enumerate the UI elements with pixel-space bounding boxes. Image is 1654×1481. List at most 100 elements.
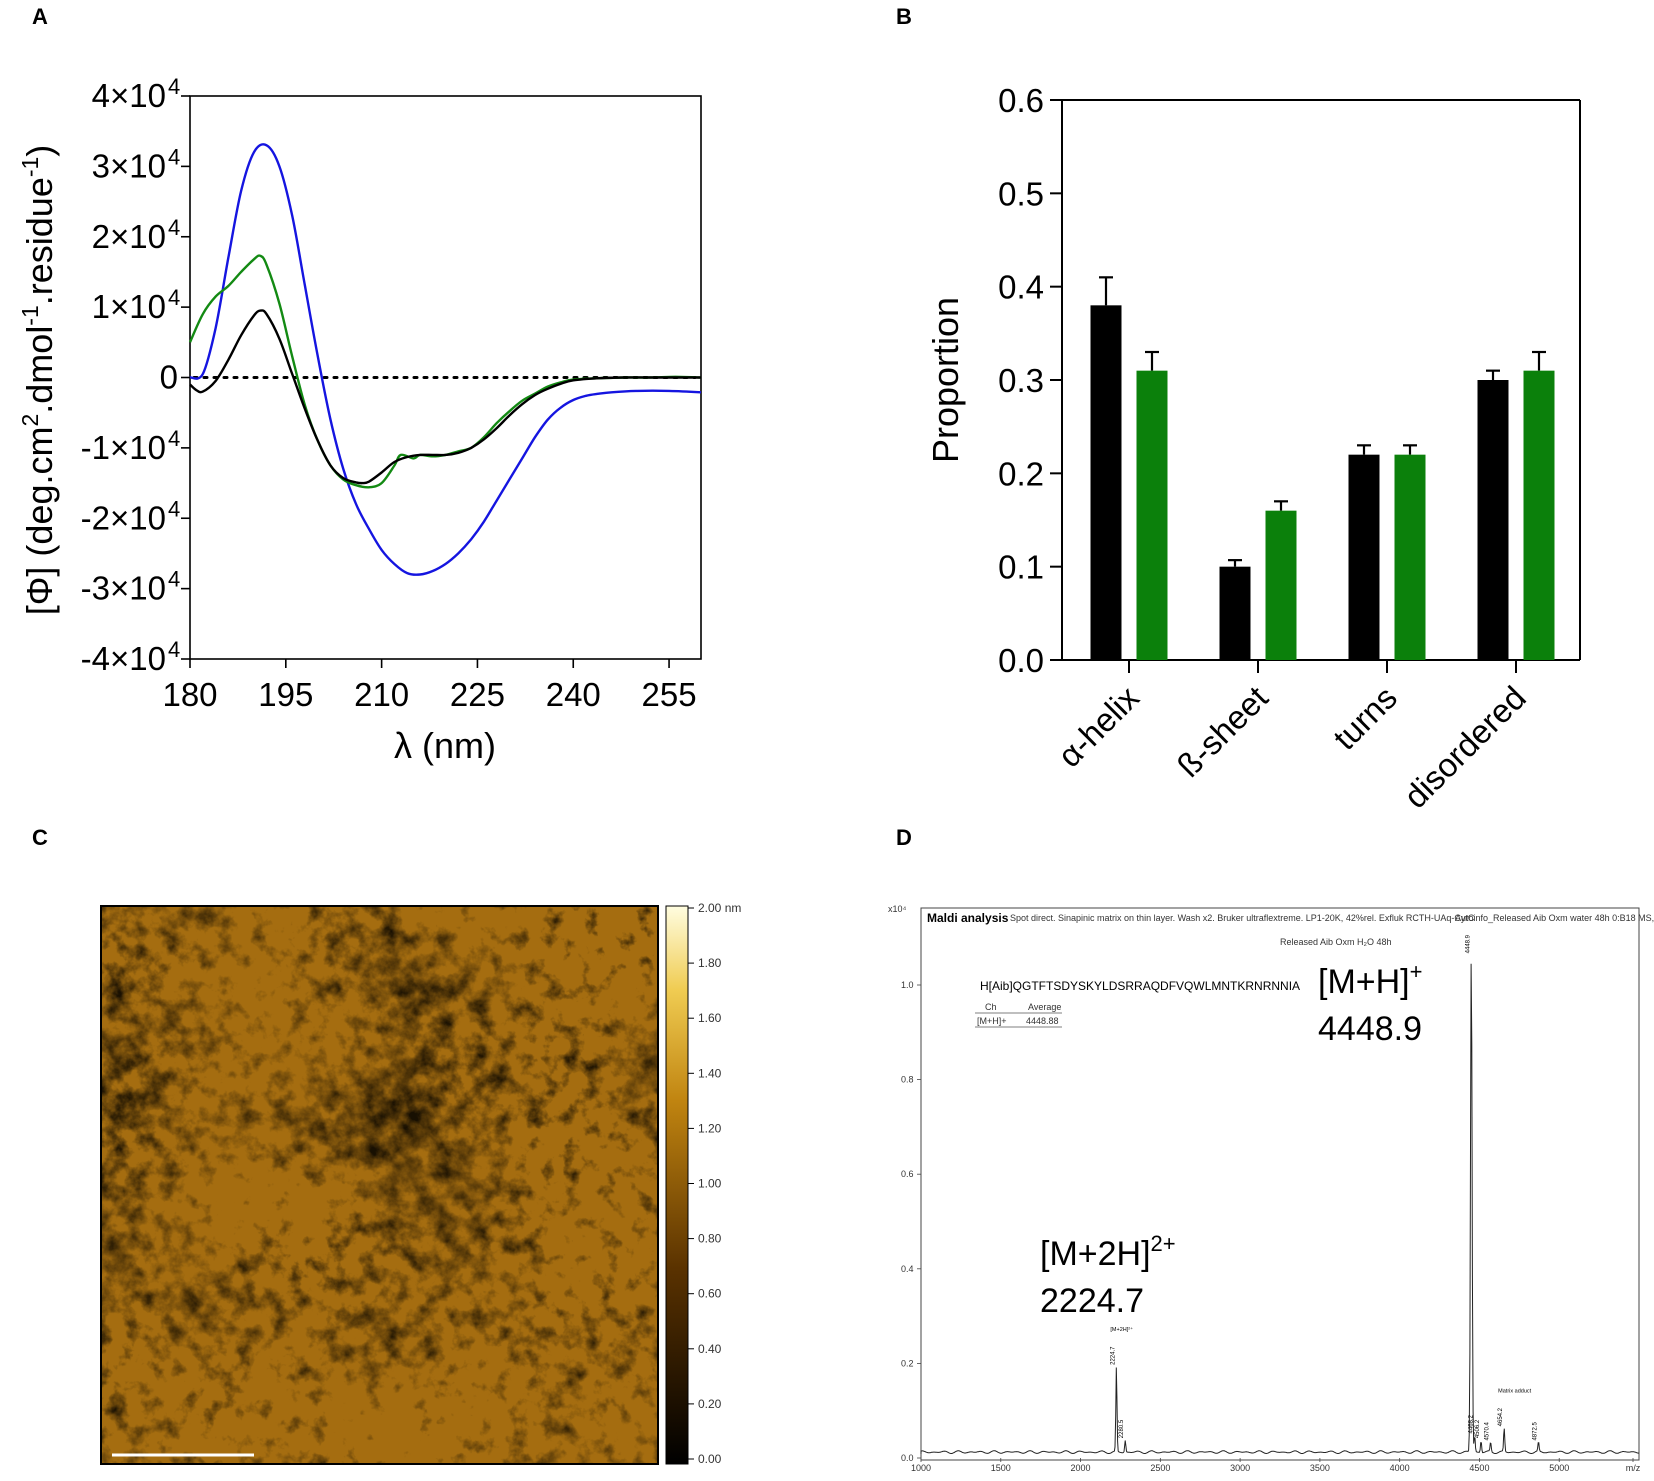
afm-frame	[100, 905, 659, 1465]
colorbar-label-4: 1.20	[698, 1121, 722, 1135]
bar-category-label-3: disordered	[1397, 679, 1533, 815]
colorbar-label-8: 0.40	[698, 1342, 722, 1356]
cd-y-tick-label-6: -2×10	[81, 499, 166, 536]
maldi-y-tick-label-5: 0.0	[901, 1453, 914, 1463]
maldi-x-tick-label-9: m/z	[1626, 1463, 1641, 1473]
maldi-peak-label-3: 4468.2	[1469, 1414, 1475, 1433]
maldi-table-head-avg: Average	[1028, 1002, 1061, 1012]
cd-y-tick-exp-3: 4	[168, 285, 180, 310]
bar-y-tick-label-4: 0.4	[998, 269, 1044, 306]
maldi-x-tick-label-4: 3000	[1230, 1463, 1250, 1473]
bar-y-tick-label-0: 0.0	[998, 642, 1044, 679]
bar-category-label-0: α-helix	[1051, 678, 1147, 774]
maldi-x-tick-label-2: 2000	[1071, 1463, 1091, 1473]
colorbar-label-10: 0.00	[698, 1452, 722, 1466]
cd-x-tick-label-4: 240	[546, 676, 601, 713]
maldi-peak-label-1: 2280.5	[1119, 1419, 1125, 1438]
colorbar-label-2: 1.60	[698, 1011, 722, 1025]
maldi-y-tick-label-0: 1.0	[901, 980, 914, 990]
cd-series-black	[189, 309, 701, 485]
colorbar-label-9: 0.20	[698, 1397, 722, 1411]
cd-y-tick-label-0: 4×10	[92, 77, 166, 114]
colorbar-label-7: 0.60	[698, 1287, 722, 1301]
maldi-x-tick-label-3: 2500	[1150, 1463, 1170, 1473]
panel-letter-d: D	[896, 825, 912, 850]
cd-y-tick-label-1: 3×10	[92, 147, 166, 184]
maldi-header-text: Spot direct. Sinapinic matrix on thin la…	[1010, 913, 1475, 923]
maldi-header-right: Autoinfo_Released Aib Oxm water 48h 0:B1…	[1455, 913, 1654, 923]
colorbar-label-5: 1.00	[698, 1177, 722, 1191]
maldi-annotation-m2h-value: 2224.7	[1040, 1282, 1144, 1320]
cd-x-tick-label-1: 195	[258, 676, 313, 713]
maldi-y-tick-label-4: 0.2	[901, 1358, 914, 1368]
maldi-y-tick-label-2: 0.6	[901, 1169, 914, 1179]
cd-series-green	[188, 254, 702, 489]
bar-black-3	[1477, 380, 1509, 660]
cd-y-axis-title: [Φ] (deg.cm2.dmol-1.residue-1)	[17, 145, 60, 616]
bar-y-tick-label-3: 0.3	[998, 362, 1044, 399]
cd-y-tick-label-7: -3×10	[81, 570, 166, 607]
cd-y-tick-exp-5: 4	[168, 426, 180, 451]
secondary-structure-bar-chart: 0.0 0.1 0.2 0.3 0.4 0.5 0.6 α-helix ß-sheet turns…	[925, 82, 1581, 815]
cd-y-tick-exp-6: 4	[168, 496, 180, 521]
bar-y-tick-label-1: 0.1	[998, 549, 1044, 586]
maldi-x-tick-label-6: 4000	[1390, 1463, 1410, 1473]
bar-green-1	[1265, 510, 1297, 660]
maldi-frame	[920, 907, 1640, 1461]
cd-x-tick-label-3: 225	[450, 676, 505, 713]
bar-green-2	[1394, 454, 1426, 660]
cd-x-tick-label-5: 255	[642, 676, 697, 713]
maldi-table-head-ch: Ch	[985, 1002, 997, 1012]
cd-series-blue	[189, 143, 702, 576]
afm-image-panel: 2.00 nm 1.80 1.60 1.40 1.20 1.00 0.80 0.60 0.40 0…	[100, 901, 741, 1466]
bar-black-2	[1348, 454, 1380, 660]
maldi-peak-label-6: 4654.2	[1498, 1407, 1504, 1426]
colorbar-label-3: 1.40	[698, 1066, 722, 1080]
maldi-table-row-value: 4448.88	[1026, 1016, 1059, 1026]
maldi-x-tick-label-5: 3500	[1310, 1463, 1330, 1473]
maldi-y-tick-label-3: 0.4	[901, 1264, 914, 1274]
maldi-peak-label-5: 4570.4	[1485, 1422, 1491, 1441]
maldi-peak-label-7: 4872.5	[1532, 1422, 1538, 1441]
cd-y-tick-label-3: 1×10	[92, 288, 166, 325]
maldi-x-tick-label-8: 5000	[1549, 1463, 1569, 1473]
bar-category-label-1: ß-sheet	[1170, 679, 1275, 784]
maldi-sample-label: Released Aib Oxm H₂O 48h	[1280, 937, 1392, 947]
maldi-y-multiplier: x10⁴	[888, 904, 907, 914]
cd-y-tick-exp-2: 4	[168, 215, 180, 240]
bar-green-3	[1523, 370, 1555, 660]
bar-y-tick-label-2: 0.2	[998, 455, 1044, 492]
maldi-x-tick-label-7: 4500	[1469, 1463, 1489, 1473]
cd-y-tick-exp-0: 4	[168, 74, 180, 99]
maldi-x-tick-label-0: 1000	[911, 1463, 931, 1473]
cd-x-tick-label-0: 180	[162, 676, 217, 713]
bar-category-label-2: turns	[1326, 679, 1404, 757]
maldi-peak-label-2: 4448.9	[1465, 934, 1471, 953]
maldi-peak-annotation-0: [M+2H]²⁺	[1110, 1326, 1133, 1333]
maldi-title: Maldi analysis	[927, 911, 1009, 925]
afm-colorbar	[665, 905, 689, 1465]
maldi-table-row-ion: [M+H]+	[977, 1016, 1007, 1026]
panel-letter-b: B	[896, 4, 912, 29]
maldi-annotation-mh: [M+H]+	[1318, 959, 1422, 1001]
maldi-peak-label-0: 2224.7	[1110, 1346, 1116, 1365]
colorbar-label-0: 2.00 nm	[698, 901, 741, 915]
afm-texture-dark	[101, 906, 658, 1464]
cd-y-tick-label-8: -4×10	[81, 640, 166, 677]
cd-y-tick-label-5: -1×10	[81, 429, 166, 466]
maldi-annotation-m2h: [M+2H]2+	[1040, 1231, 1176, 1273]
cd-y-tick-label-2: 2×10	[92, 218, 166, 255]
colorbar-label-6: 0.80	[698, 1232, 722, 1246]
cd-y-tick-label-4: 0	[160, 359, 178, 396]
bar-black-0	[1090, 305, 1122, 660]
cd-y-tick-exp-8: 4	[168, 637, 180, 662]
cd-y-tick-exp-7: 4	[168, 567, 180, 592]
cd-x-tick-label-2: 210	[354, 676, 409, 713]
maldi-sequence: H[Aib]QGTFTSDYSKYLDSRRAQDFVQWLMNTKRNRNNI…	[980, 979, 1300, 993]
panel-letter-c: C	[32, 825, 48, 850]
bar-green-0	[1136, 370, 1168, 660]
maldi-peak-annotation-1: Matrix adduct	[1498, 1388, 1531, 1394]
bar-black-1	[1219, 566, 1251, 660]
